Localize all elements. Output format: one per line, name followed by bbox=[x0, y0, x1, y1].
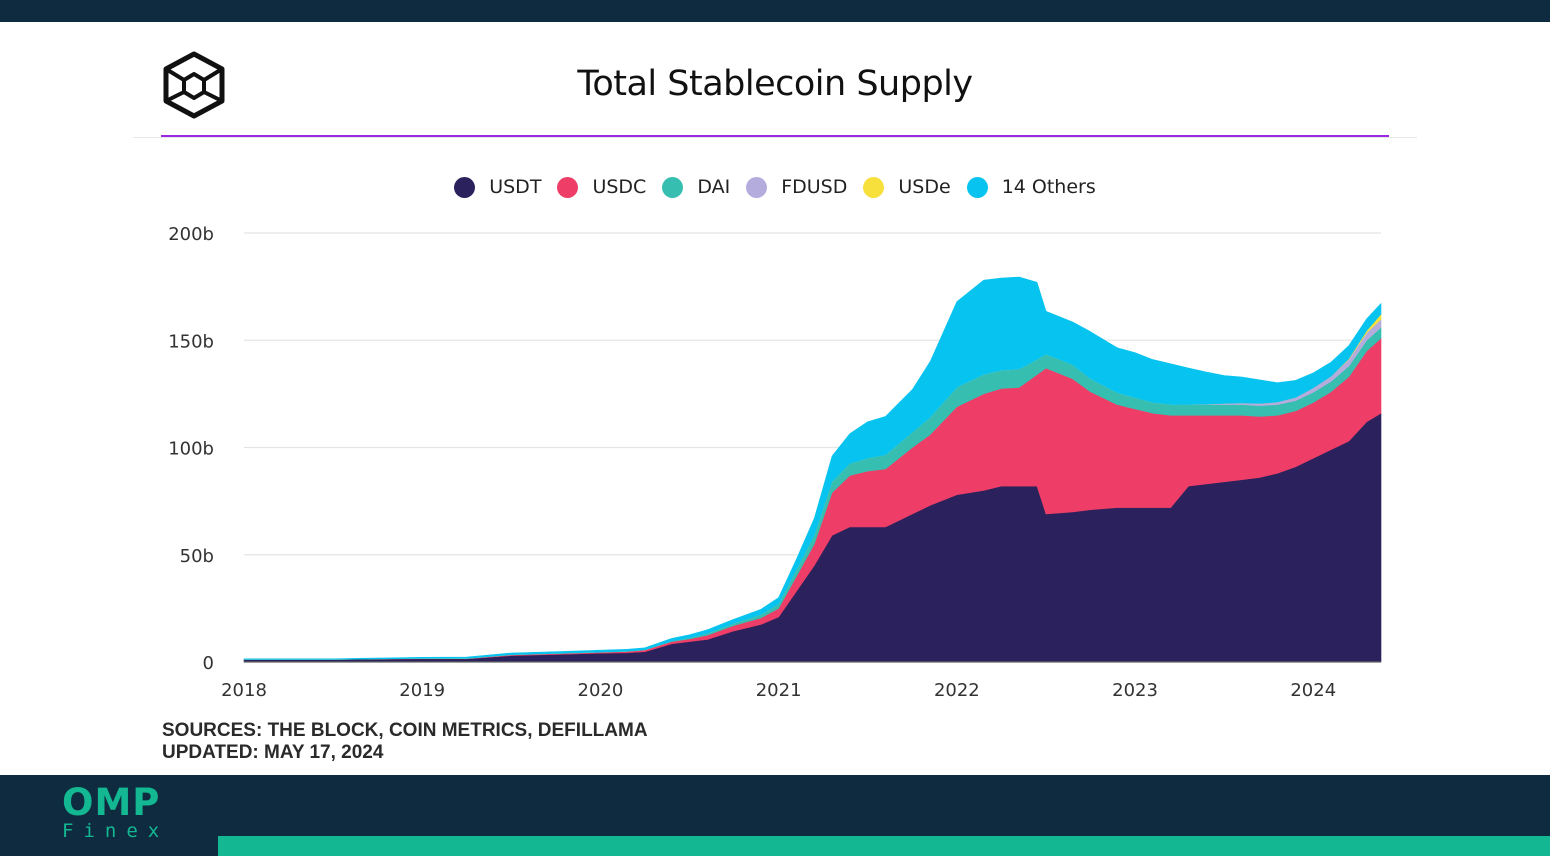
brand-subtitle: Finex bbox=[62, 820, 170, 842]
x-tick-label: 2019 bbox=[399, 680, 445, 701]
stablecoin-area-chart: 0 50b 100b 150b 200b 2018 2019 2020 2021 2022 2023… bbox=[168, 224, 1382, 701]
legend-swatch-fdusd bbox=[746, 176, 768, 198]
sources-line: SOURCES: THE BLOCK, COIN METRICS, DEFILL… bbox=[162, 720, 648, 741]
legend-item-usde: USDe bbox=[863, 176, 951, 198]
legend-label: FDUSD bbox=[781, 176, 848, 198]
x-tick-label: 2023 bbox=[1112, 680, 1158, 701]
brand-name: OMP bbox=[62, 781, 161, 824]
x-tick-label: 2018 bbox=[221, 680, 267, 701]
legend-swatch-14-others bbox=[966, 176, 988, 198]
legend-item-usdt: USDT bbox=[454, 176, 541, 198]
sources-note: SOURCES: THE BLOCK, COIN METRICS, DEFILL… bbox=[162, 720, 648, 764]
chart-legend: USDT USDC DAI FDUSD USDe 14 Others bbox=[0, 176, 1550, 198]
legend-label: DAI bbox=[697, 176, 731, 198]
x-tick-label: 2022 bbox=[934, 680, 980, 701]
y-tick-label: 50b bbox=[180, 546, 214, 567]
y-tick-label: 0 bbox=[203, 653, 214, 674]
legend-swatch-usde bbox=[863, 176, 885, 198]
chart-title: Total Stablecoin Supply bbox=[577, 64, 973, 104]
x-tick-label: 2024 bbox=[1290, 680, 1336, 701]
title-divider-grey bbox=[133, 137, 1417, 138]
legend-label: USDC bbox=[592, 176, 647, 198]
the-block-logo-icon bbox=[163, 51, 225, 119]
area-series-14-others bbox=[243, 276, 1382, 660]
y-tick-label: 200b bbox=[168, 224, 214, 245]
legend-swatch-usdc bbox=[557, 176, 579, 198]
legend-swatch-usdt bbox=[454, 176, 476, 198]
legend-item-dai: DAI bbox=[662, 176, 730, 198]
omp-finex-brand: OMP Finex bbox=[62, 781, 170, 843]
legend-label: 14 Others bbox=[1001, 176, 1096, 198]
y-tick-label: 150b bbox=[168, 331, 214, 352]
legend-label: USDT bbox=[489, 176, 542, 198]
footer-accent-stripe bbox=[218, 836, 1550, 856]
y-tick-label: 100b bbox=[168, 439, 214, 460]
legend-item-usdc: USDC bbox=[557, 176, 646, 198]
updated-line: UPDATED: MAY 17, 2024 bbox=[162, 742, 384, 763]
legend-label: USDe bbox=[898, 176, 951, 198]
title-divider bbox=[161, 135, 1389, 137]
x-tick-label: 2021 bbox=[756, 680, 802, 701]
x-tick-label: 2020 bbox=[578, 680, 624, 701]
top-bar bbox=[0, 0, 1550, 22]
legend-item-fdusd: FDUSD bbox=[746, 176, 847, 198]
legend-swatch-dai bbox=[662, 176, 684, 198]
legend-item-14-others: 14 Others bbox=[966, 176, 1096, 198]
